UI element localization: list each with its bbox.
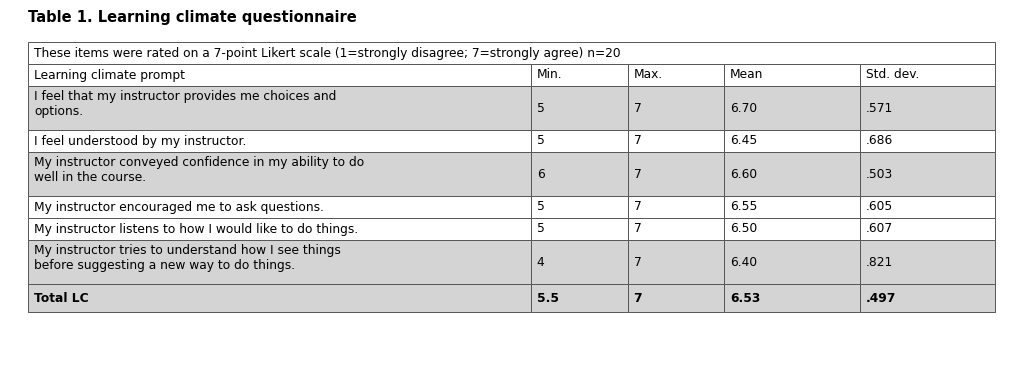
Bar [628, 196, 724, 218]
Bar [859, 64, 995, 86]
Bar [530, 240, 628, 284]
Bar [530, 196, 628, 218]
Bar [628, 218, 724, 240]
Text: My instructor listens to how I would like to do things.: My instructor listens to how I would lik… [34, 223, 358, 236]
Text: I feel understood by my instructor.: I feel understood by my instructor. [34, 135, 247, 147]
Bar [724, 64, 859, 86]
Bar [530, 284, 628, 312]
Bar [530, 152, 628, 196]
Bar [859, 196, 995, 218]
Bar [530, 218, 628, 240]
Text: 6.55: 6.55 [730, 200, 758, 214]
Bar [28, 86, 530, 130]
Bar [859, 86, 995, 130]
Text: .497: .497 [865, 291, 896, 305]
Text: 7: 7 [634, 101, 641, 115]
Text: 5: 5 [537, 101, 545, 115]
Text: Min.: Min. [537, 68, 562, 82]
Text: 7: 7 [634, 291, 642, 305]
Bar [724, 196, 859, 218]
Bar [28, 218, 530, 240]
Text: Std. dev.: Std. dev. [865, 68, 919, 82]
Text: .607: .607 [865, 223, 893, 236]
Text: 5.5: 5.5 [537, 291, 559, 305]
Bar [859, 152, 995, 196]
Bar [724, 284, 859, 312]
Text: 6.60: 6.60 [730, 168, 758, 180]
Bar [724, 218, 859, 240]
Text: My instructor tries to understand how I see things
before suggesting a new way t: My instructor tries to understand how I … [34, 244, 341, 272]
Text: My instructor conveyed confidence in my ability to do
well in the course.: My instructor conveyed confidence in my … [34, 156, 365, 184]
Text: 5: 5 [537, 135, 545, 147]
Text: 6.45: 6.45 [730, 135, 758, 147]
Bar [859, 130, 995, 152]
Bar [628, 152, 724, 196]
Bar [859, 284, 995, 312]
Bar [530, 130, 628, 152]
Bar [724, 130, 859, 152]
Bar [628, 240, 724, 284]
Text: 6.50: 6.50 [730, 223, 758, 236]
Text: Learning climate prompt: Learning climate prompt [34, 68, 185, 82]
Text: I feel that my instructor provides me choices and
options.: I feel that my instructor provides me ch… [34, 90, 336, 118]
Text: Mean: Mean [730, 68, 764, 82]
Bar [859, 218, 995, 240]
Text: .821: .821 [865, 255, 893, 269]
Text: 7: 7 [634, 223, 641, 236]
Bar [28, 240, 530, 284]
Bar [724, 240, 859, 284]
Text: .503: .503 [865, 168, 893, 180]
Bar [28, 196, 530, 218]
Bar [628, 130, 724, 152]
Bar [28, 284, 530, 312]
Text: 7: 7 [634, 200, 641, 214]
Text: Total LC: Total LC [34, 291, 89, 305]
Text: .605: .605 [865, 200, 893, 214]
Text: Table 1. Learning climate questionnaire: Table 1. Learning climate questionnaire [28, 10, 356, 25]
Text: 7: 7 [634, 168, 641, 180]
Bar [628, 284, 724, 312]
Text: 5: 5 [537, 200, 545, 214]
Text: These items were rated on a 7-point Likert scale (1=strongly disagree; 7=strongl: These items were rated on a 7-point Like… [34, 46, 621, 60]
Text: .571: .571 [865, 101, 893, 115]
Text: 4: 4 [537, 255, 545, 269]
Text: 6.70: 6.70 [730, 101, 758, 115]
Text: 5: 5 [537, 223, 545, 236]
Text: My instructor encouraged me to ask questions.: My instructor encouraged me to ask quest… [34, 200, 324, 214]
Bar [859, 240, 995, 284]
Text: 7: 7 [634, 135, 641, 147]
Bar [28, 42, 995, 64]
Bar [724, 152, 859, 196]
Bar [530, 86, 628, 130]
Text: 6: 6 [537, 168, 545, 180]
Text: .686: .686 [865, 135, 893, 147]
Bar [628, 64, 724, 86]
Text: 6.53: 6.53 [730, 291, 761, 305]
Bar [530, 64, 628, 86]
Text: 6.40: 6.40 [730, 255, 758, 269]
Bar [28, 152, 530, 196]
Bar [628, 86, 724, 130]
Text: Max.: Max. [634, 68, 663, 82]
Bar [28, 64, 530, 86]
Bar [724, 86, 859, 130]
Text: 7: 7 [634, 255, 641, 269]
Bar [28, 130, 530, 152]
